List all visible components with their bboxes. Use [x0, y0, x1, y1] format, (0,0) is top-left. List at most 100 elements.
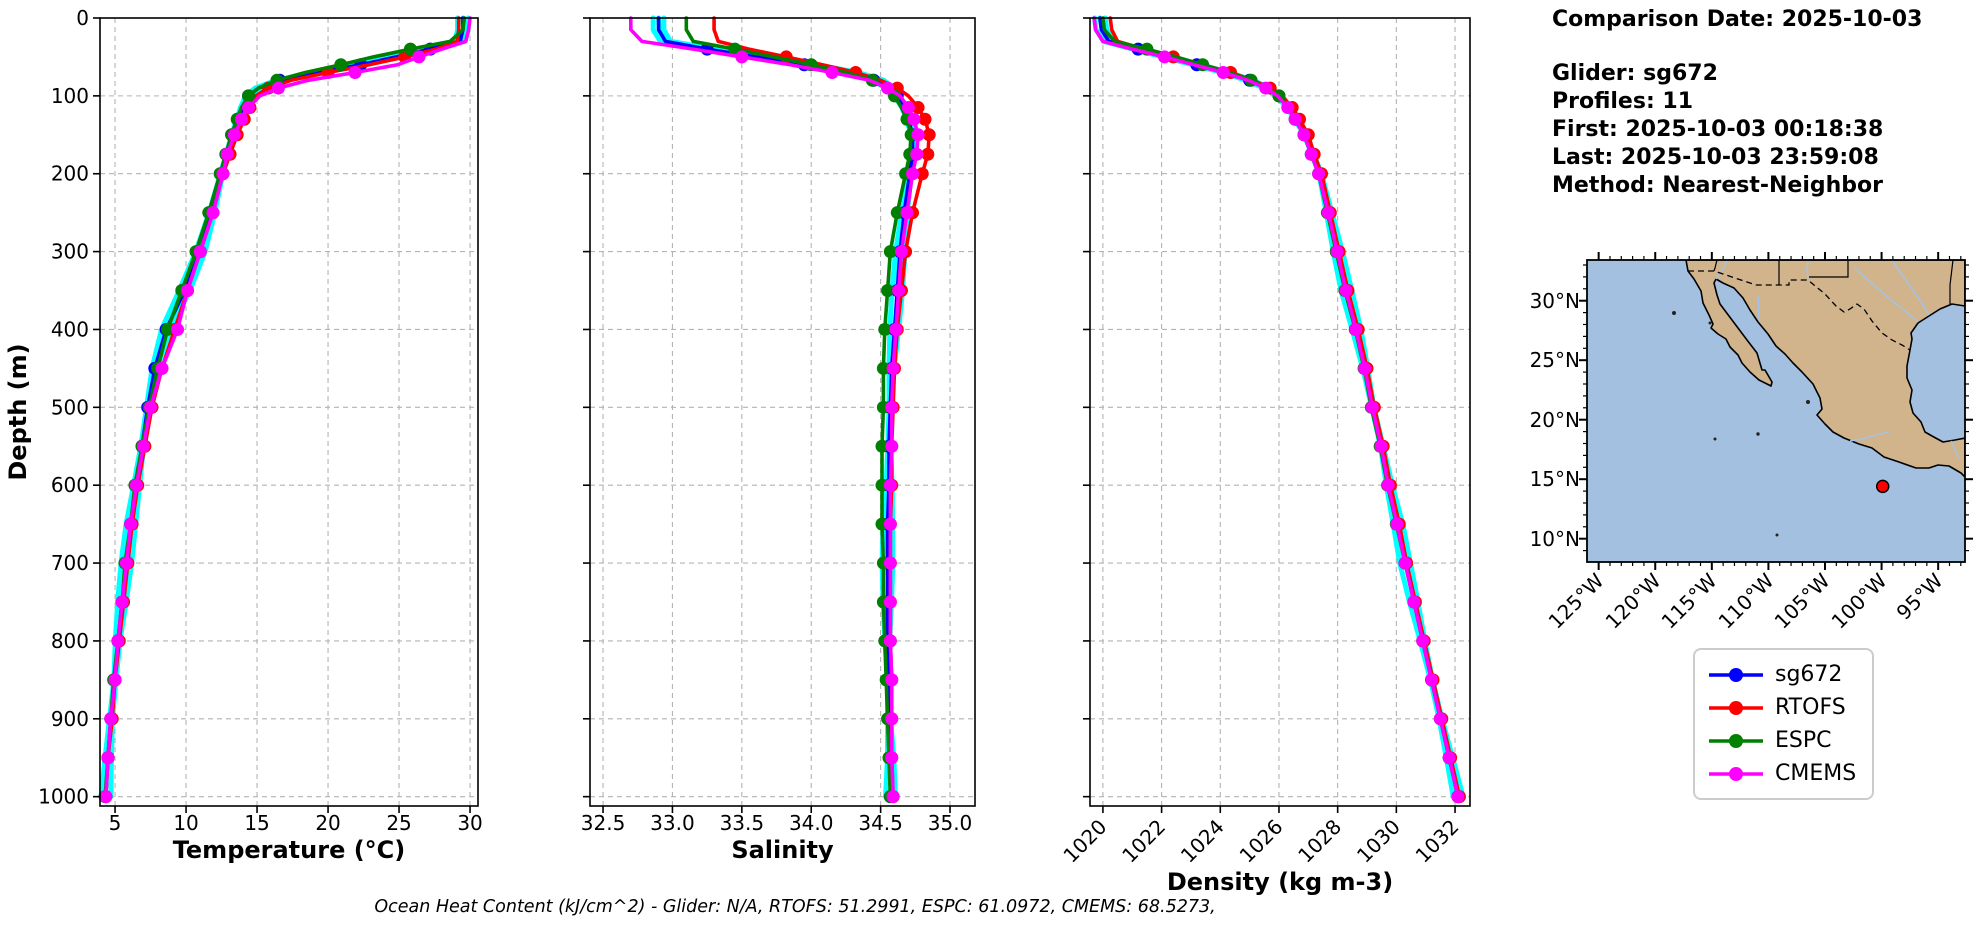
legend-line-espc	[1709, 733, 1763, 748]
legend-entry-cmems: CMEMS	[1707, 757, 1856, 790]
series-marker-espc	[334, 58, 348, 72]
series-marker-cmems	[901, 101, 915, 115]
series-marker-cmems	[1425, 673, 1439, 687]
series-marker-cmems	[1330, 245, 1344, 259]
y-tick-label: 300	[51, 240, 89, 264]
info-panel: Comparison Date: 2025-10-03 Glider: sg67…	[1552, 6, 1922, 200]
x-tick-label: 1024	[1176, 815, 1229, 868]
lon-label: 110°W	[1714, 568, 1779, 633]
lon-label: 125°W	[1544, 568, 1609, 633]
ocean-heat-content-text: Ocean Heat Content (kJ/cm^2) - Glider: N…	[374, 897, 1216, 917]
y-tick-label: 100	[51, 84, 89, 108]
series-marker-cmems	[885, 712, 899, 726]
series-marker-cmems	[735, 50, 749, 64]
y-tick-label: 500	[51, 395, 89, 419]
legend-entry-espc: ESPC	[1707, 724, 1856, 757]
series-marker-espc	[881, 284, 895, 298]
series-marker-cmems	[1297, 128, 1311, 142]
series-marker-cmems	[412, 50, 426, 64]
y-tick-label: 800	[51, 629, 89, 653]
series-marker-cmems	[242, 101, 256, 115]
y-tick-label: 700	[51, 551, 89, 575]
series-marker-cmems	[1407, 595, 1421, 609]
y-tick-label: 400	[51, 317, 89, 341]
legend: sg672 RTOFS ESPC CMEMS	[1693, 648, 1875, 800]
series-marker-cmems	[144, 400, 158, 414]
x-tick-label: 30	[457, 811, 482, 835]
series-marker-cmems	[1216, 66, 1230, 80]
glider-name-text: Glider: sg672	[1552, 61, 1718, 86]
series-marker-cmems	[885, 673, 899, 687]
map-lon-labels: 125°W 120°W 115°W 110°W 105°W 100°W 95°W	[1544, 568, 1948, 633]
series-marker-cmems	[271, 81, 285, 95]
x-tick-label: 32.5	[581, 811, 626, 835]
axes-spines	[1089, 17, 1471, 807]
series-marker-cmems	[910, 147, 924, 161]
series-marker-rtofs	[911, 101, 925, 115]
series-marker-rtofs	[918, 112, 932, 126]
series-marker-cmems	[900, 206, 914, 220]
x-tick-label: 15	[244, 811, 269, 835]
x-tick-label: 1032	[1411, 815, 1464, 868]
lon-label: 95°W	[1892, 568, 1948, 624]
series-marker-espc	[890, 206, 904, 220]
x-tick-label: 5	[109, 811, 122, 835]
x-tick-label: 34.0	[789, 811, 834, 835]
series-marker-cmems	[108, 673, 122, 687]
map-ticks	[1579, 252, 1973, 570]
series-marker-cmems	[1349, 322, 1363, 336]
series-marker-rtofs	[922, 128, 936, 142]
series-marker-cmems	[1281, 101, 1295, 115]
spacer	[1552, 34, 1922, 60]
series-marker-espc	[876, 361, 890, 375]
series-marker-espc	[161, 322, 175, 336]
series-marker-cmems	[1416, 634, 1430, 648]
series-marker-cmems	[1158, 50, 1172, 64]
location-map: 30°N 25°N 20°N 15°N 10°N 125°W 120°W 115…	[1530, 252, 1973, 634]
legend-entry-rtofs: RTOFS	[1707, 691, 1856, 724]
lon-label: 100°W	[1827, 568, 1892, 633]
series-marker-cmems	[216, 167, 230, 181]
first-profile-time-text: First: 2025-10-03 00:18:38	[1552, 117, 1884, 142]
y-tick-label: 600	[51, 473, 89, 497]
method-text: Method: Nearest-Neighbor	[1552, 173, 1883, 198]
legend-line-rtofs	[1709, 700, 1763, 715]
map-islands	[1672, 311, 1810, 537]
series-marker-cmems	[104, 712, 118, 726]
series-marker-cmems	[825, 66, 839, 80]
series-marker-cmems	[234, 112, 248, 126]
lat-label: 25°N	[1530, 348, 1580, 372]
lat-label: 15°N	[1530, 467, 1580, 491]
x-tick-label: 10	[173, 811, 198, 835]
y-tick-label: 0	[76, 6, 89, 30]
profiles-count-text: Profiles: 11	[1552, 89, 1694, 114]
series-marker-cmems	[883, 595, 897, 609]
map-land	[1685, 260, 1965, 478]
lon-label: 120°W	[1601, 568, 1666, 633]
series-marker-cmems	[180, 284, 194, 298]
series-marker-espc	[883, 245, 897, 259]
series-marker-cmems	[881, 81, 895, 95]
legend-entry-sg672: sg672	[1707, 658, 1856, 691]
series-marker-cmems	[115, 595, 129, 609]
series-marker-cmems	[1365, 400, 1379, 414]
series-marker-cmems	[886, 790, 900, 804]
legend-line-sg672	[1709, 667, 1763, 682]
series-marker-cmems	[889, 322, 903, 336]
series-marker-cmems	[1321, 206, 1335, 220]
x-tick-label: 1022	[1117, 815, 1170, 868]
series-marker-cmems	[1339, 284, 1353, 298]
series-marker-cmems	[99, 790, 113, 804]
series-marker-cmems	[155, 361, 169, 375]
series-marker-cmems	[1288, 112, 1302, 126]
series-marker-cmems	[1442, 751, 1456, 765]
series-marker-cmems	[1304, 147, 1318, 161]
x-tick-label: 34.5	[858, 811, 903, 835]
series-marker-cmems	[124, 517, 138, 531]
series-line-sg672	[656, 16, 915, 799]
series-marker-cmems	[885, 439, 899, 453]
raw-profile-line	[656, 15, 916, 800]
series-marker-cmems	[129, 478, 143, 492]
